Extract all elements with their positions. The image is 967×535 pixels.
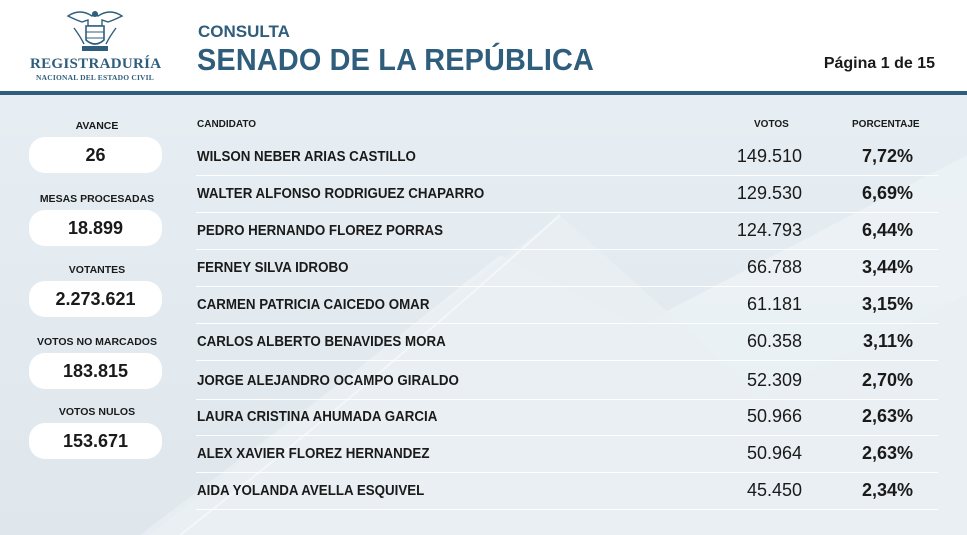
stat-value-avance: 26 <box>29 137 162 173</box>
candidate-name: WALTER ALFONSO RODRIGUEZ CHAPARRO <box>197 186 485 202</box>
stat-value-votos-nulos: 153.671 <box>29 423 162 459</box>
candidate-percentage: 7,72% <box>861 146 913 166</box>
candidate-name: CARLOS ALBERTO BENAVIDES MORA <box>197 334 446 350</box>
candidate-name: ALEX XAVIER FLOREZ HERNANDEZ <box>197 446 430 462</box>
stat-label-avance: AVANCE <box>75 120 119 132</box>
column-header-candidate: CANDIDATO <box>197 119 257 130</box>
page-subtitle: CONSULTA <box>198 22 290 41</box>
candidate-votes: 50.966 <box>746 406 802 426</box>
candidate-percentage: 6,44% <box>861 220 913 240</box>
table-row: FERNEY SILVA IDROBO 66.788 3,44% <box>196 250 938 287</box>
column-header-votes: VOTOS <box>754 119 789 130</box>
stat-value-mesas-procesadas: 18.899 <box>29 210 162 246</box>
candidate-name: JORGE ALEJANDRO OCAMPO GIRALDO <box>197 373 459 389</box>
table-row: ALEX XAVIER FLOREZ HERNANDEZ 50.964 2,63… <box>196 436 938 473</box>
candidate-percentage: 3,11% <box>862 331 913 351</box>
table-row: JORGE ALEJANDRO OCAMPO GIRALDO 52.309 2,… <box>196 363 938 400</box>
table-row: LAURA CRISTINA AHUMADA GARCIA 50.966 2,6… <box>196 399 938 436</box>
stat-value-votos-no-marcados: 183.815 <box>29 353 162 389</box>
candidate-percentage: 2,70% <box>861 370 913 390</box>
stat-value-votantes: 2.273.621 <box>29 281 162 317</box>
candidate-name: WILSON NEBER ARIAS CASTILLO <box>197 149 416 165</box>
candidate-percentage: 2,34% <box>861 480 913 500</box>
candidate-votes: 52.309 <box>746 370 802 390</box>
table-row: CARLOS ALBERTO BENAVIDES MORA 60.358 3,1… <box>196 324 938 361</box>
table-row: WALTER ALFONSO RODRIGUEZ CHAPARRO 129.53… <box>196 176 938 213</box>
logo-subtitle: NACIONAL DEL ESTADO CIVIL <box>35 73 154 82</box>
coat-of-arms-icon <box>66 10 124 51</box>
candidate-percentage: 3,44% <box>861 257 913 277</box>
stat-label-votantes: VOTANTES <box>68 264 126 276</box>
candidate-name: FERNEY SILVA IDROBO <box>197 260 349 276</box>
candidate-votes: 50.964 <box>746 443 802 463</box>
candidate-percentage: 6,69% <box>861 183 913 203</box>
table-row: PEDRO HERNANDO FLOREZ PORRAS 124.793 6,4… <box>196 213 938 250</box>
candidate-name: PEDRO HERNANDO FLOREZ PORRAS <box>197 223 444 239</box>
candidate-percentage: 2,63% <box>861 406 913 426</box>
candidate-name: LAURA CRISTINA AHUMADA GARCIA <box>197 409 438 425</box>
candidate-votes: 60.358 <box>746 331 802 351</box>
page-title: SENADO DE LA REPÚBLICA <box>197 42 595 77</box>
background-mountains <box>140 155 967 535</box>
candidate-votes: 124.793 <box>736 220 802 240</box>
candidate-votes: 66.788 <box>746 257 802 277</box>
column-header-percentage: PORCENTAJE <box>852 119 920 130</box>
candidate-name: AIDA YOLANDA AVELLA ESQUIVEL <box>197 483 425 499</box>
table-row: CARMEN PATRICIA CAICEDO OMAR 61.181 3,15… <box>196 287 938 324</box>
stat-label-mesas-procesadas: MESAS PROCESADAS <box>39 193 155 205</box>
results-panel: AVANCE 26 MESAS PROCESADAS 18.899 VOTANT… <box>0 95 967 535</box>
candidate-name: CARMEN PATRICIA CAICEDO OMAR <box>197 297 430 313</box>
stat-label-votos-no-marcados: VOTOS NO MARCADOS <box>37 336 157 348</box>
candidate-percentage: 3,15% <box>861 294 913 314</box>
candidate-votes: 45.450 <box>746 480 802 500</box>
candidate-votes: 149.510 <box>736 146 802 166</box>
header-divider <box>0 91 967 95</box>
candidate-votes: 61.181 <box>746 294 802 314</box>
page-indicator: Página 1 de 15 <box>823 55 935 72</box>
candidate-percentage: 2,63% <box>861 443 913 463</box>
registraduria-logo: REGISTRADURÍA NACIONAL DEL ESTADO CIVIL <box>30 6 162 86</box>
table-row: WILSON NEBER ARIAS CASTILLO 149.510 7,72… <box>196 139 938 176</box>
table-row: AIDA YOLANDA AVELLA ESQUIVEL 45.450 2,34… <box>196 473 938 510</box>
header: REGISTRADURÍA NACIONAL DEL ESTADO CIVIL … <box>0 0 967 93</box>
candidate-votes: 129.530 <box>736 183 802 203</box>
stat-label-votos-nulos: VOTOS NULOS <box>58 406 136 418</box>
logo-name: REGISTRADURÍA <box>30 56 162 72</box>
